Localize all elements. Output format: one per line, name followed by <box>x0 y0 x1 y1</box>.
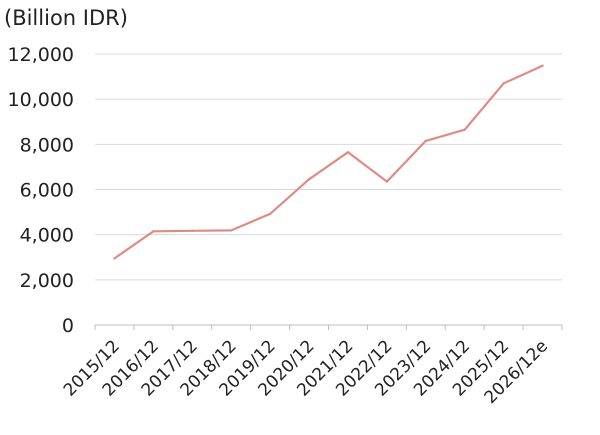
data-point <box>463 128 466 131</box>
series-line <box>113 64 544 260</box>
y-tick-label: 0 <box>62 315 74 337</box>
data-point <box>346 151 350 154</box>
data-point <box>307 178 311 181</box>
series-line-group <box>113 64 544 260</box>
data-point <box>230 229 233 232</box>
y-tick-label: 6,000 <box>20 180 74 202</box>
y-tick-label: 4,000 <box>20 225 74 247</box>
data-point <box>269 212 272 215</box>
data-point <box>424 139 427 143</box>
data-point <box>502 82 505 85</box>
y-tick-label: 10,000 <box>8 89 74 111</box>
data-point <box>191 229 194 232</box>
x-axis: 2015/122016/122017/122018/122019/122020/… <box>60 324 563 408</box>
gridlines <box>95 53 562 281</box>
data-point <box>152 230 155 233</box>
y-tick-label: 2,000 <box>20 270 74 292</box>
data-point <box>541 64 544 67</box>
y-tick-label: 12,000 <box>8 44 74 66</box>
y-tick-label: 8,000 <box>20 134 74 156</box>
y-unit-label: (Billion IDR) <box>4 6 128 30</box>
y-axis-ticks: 0 2,000 4,000 6,000 8,000 10,000 12,000 <box>8 44 74 337</box>
data-point <box>113 257 116 260</box>
data-point <box>385 180 388 183</box>
